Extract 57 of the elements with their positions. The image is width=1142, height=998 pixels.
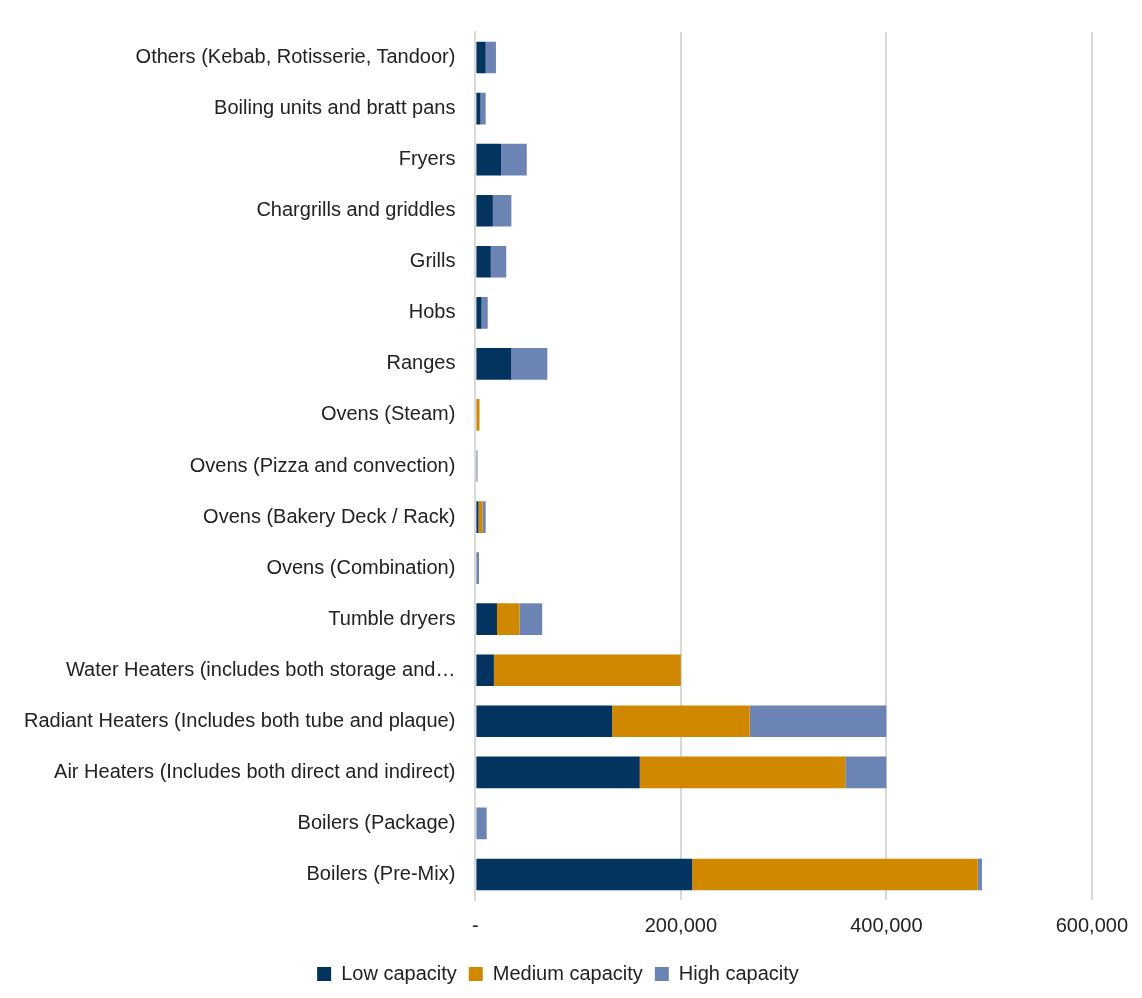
bar [476, 501, 479, 533]
y-tick-label: Grills [409, 249, 456, 272]
y-tick-label: Boilers (Package) [297, 810, 456, 833]
y-tick-label: Ovens (Bakery Deck / Rack) [203, 504, 456, 527]
y-tick-label: Others (Kebab, Rotisserie, Tandoor) [135, 45, 456, 68]
y-tick-label: Ovens (Combination) [266, 555, 456, 578]
y-tick-label: Boiling units and bratt pans [214, 96, 456, 119]
legend-label: Low capacity [341, 961, 457, 984]
bar [481, 297, 488, 329]
bar [476, 348, 512, 380]
bar [476, 143, 502, 176]
bar [476, 245, 491, 278]
bar [476, 705, 613, 738]
bar [476, 399, 480, 431]
y-tick-label: Chargrills and griddles [256, 198, 456, 221]
bar [511, 348, 548, 380]
bar [493, 654, 681, 687]
bar [476, 756, 640, 789]
y-tick-label: Fryers [398, 147, 456, 170]
bar [478, 501, 483, 533]
bar [480, 92, 486, 125]
legend-label: High capacity [678, 961, 799, 984]
y-tick-label: Water Heaters (includes both storage and… [65, 657, 456, 680]
bar [492, 194, 512, 227]
bar [845, 756, 887, 789]
y-tick-label: Tumble dryers [328, 606, 456, 629]
x-tick-label: 600,000 [1055, 913, 1128, 936]
bar [501, 143, 527, 176]
y-tick-label: Air Heaters (Includes both direct and indirect) [54, 759, 456, 782]
bar [612, 705, 750, 738]
y-tick-label: Ovens (Steam) [320, 402, 456, 425]
bar [749, 705, 887, 738]
bar [519, 603, 543, 636]
y-tick-label: Ovens (Pizza and convection) [189, 453, 456, 476]
x-tick-label: - [472, 913, 479, 936]
bar [476, 858, 693, 891]
bar [476, 654, 494, 687]
bar [977, 858, 982, 891]
bar [496, 603, 520, 636]
bar [476, 41, 486, 74]
bar [490, 245, 507, 278]
bar [482, 501, 486, 533]
y-tick-label: Ranges [386, 351, 456, 374]
legend-label: Medium capacity [492, 961, 643, 984]
x-tick-label: 400,000 [850, 913, 923, 936]
bar [476, 603, 497, 636]
bar [476, 297, 482, 329]
bar [485, 41, 496, 74]
bar [639, 756, 846, 789]
y-tick-label: Radiant Heaters (Includes both tube and plaque) [23, 708, 456, 731]
bar [692, 858, 978, 891]
y-tick-label: Boilers (Pre-Mix) [306, 861, 456, 884]
y-tick-label: Hobs [408, 300, 456, 323]
bar [476, 807, 487, 840]
bar [476, 92, 481, 125]
bar [476, 194, 493, 227]
x-tick-label: 200,000 [644, 913, 718, 936]
